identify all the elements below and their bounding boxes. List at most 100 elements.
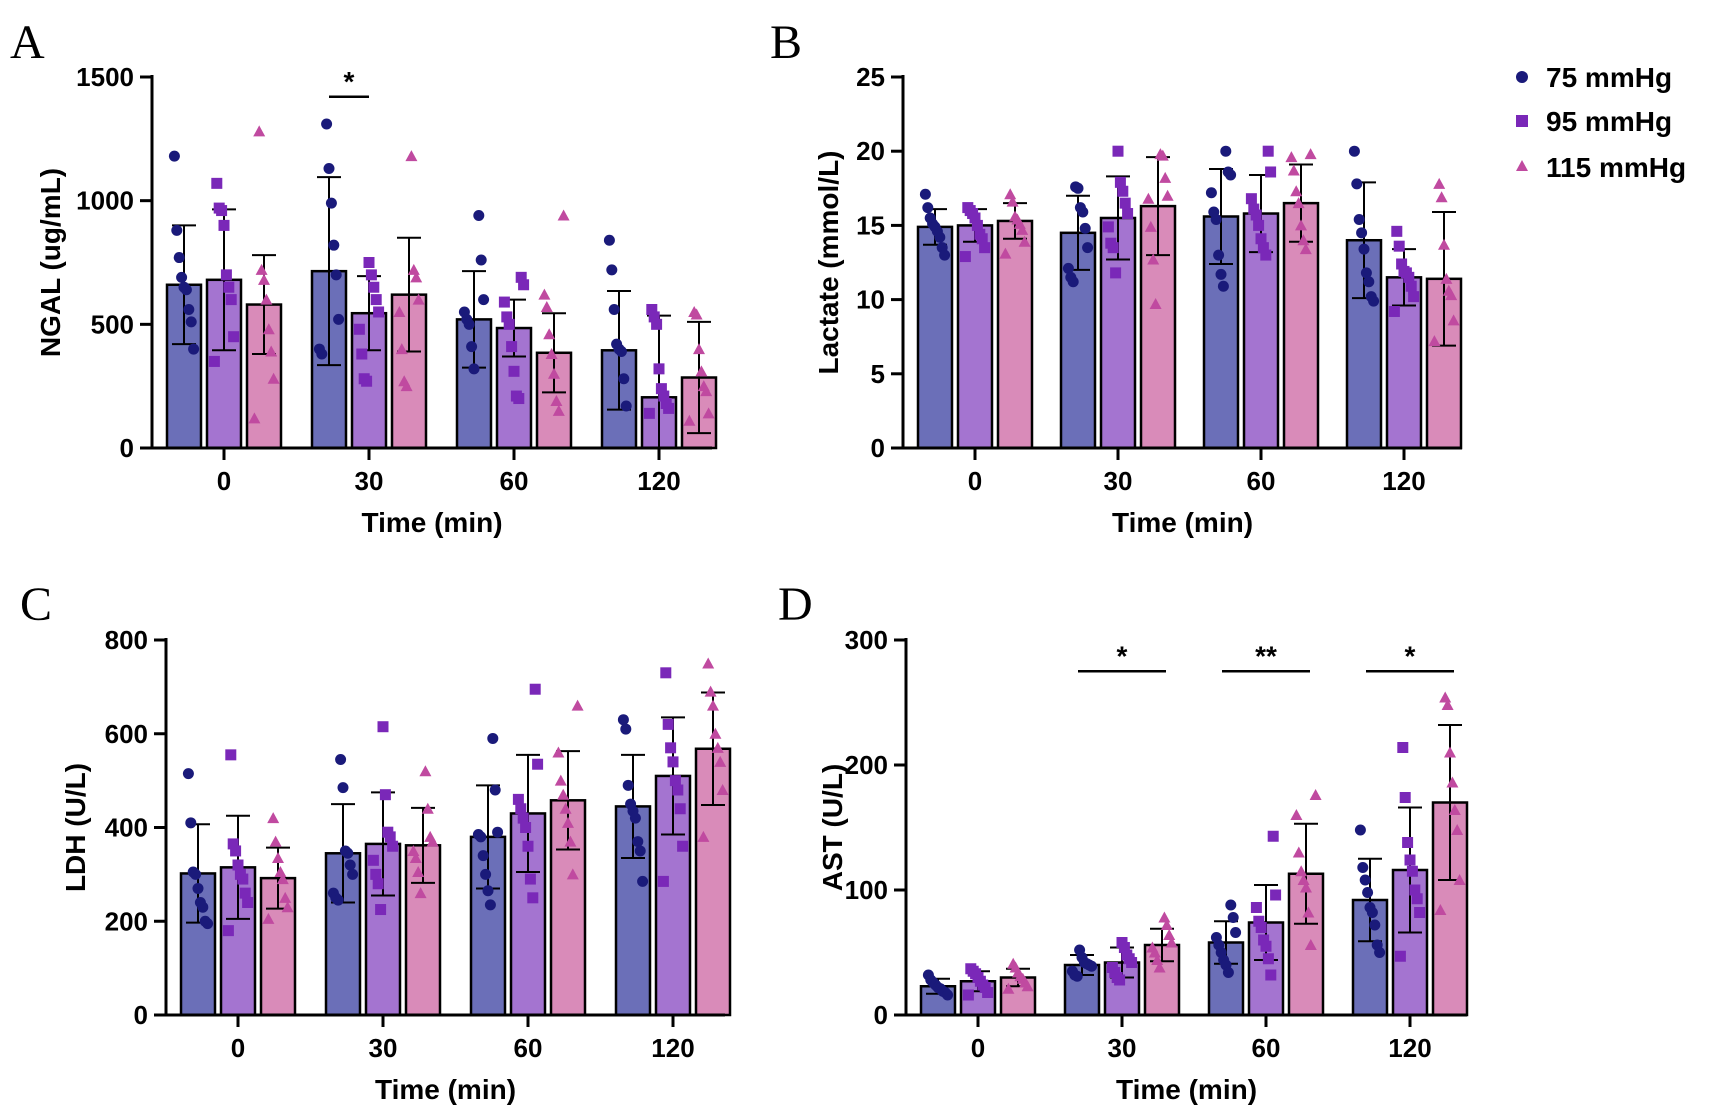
data-point <box>400 380 413 392</box>
data-point <box>515 803 527 815</box>
data-point <box>421 802 434 814</box>
data-point <box>232 859 244 871</box>
data-point <box>1250 209 1262 221</box>
data-point <box>697 830 710 842</box>
data-point <box>1119 197 1131 209</box>
x-tick-label: 60 <box>1252 1033 1281 1063</box>
data-point <box>480 868 492 880</box>
x-tick-label: 0 <box>231 1033 245 1063</box>
data-point <box>220 269 232 281</box>
data-point <box>1362 887 1374 898</box>
data-point <box>622 779 634 791</box>
data-point <box>1358 243 1370 255</box>
data-point <box>372 878 384 890</box>
data-point <box>180 284 192 296</box>
data-point <box>363 257 375 268</box>
data-point <box>1079 222 1091 234</box>
data-point <box>1260 940 1272 952</box>
data-point <box>552 404 565 416</box>
data-point <box>176 271 188 283</box>
y-tick-label: 25 <box>856 62 885 92</box>
data-point <box>173 252 185 264</box>
data-point <box>919 188 931 200</box>
data-point <box>1248 203 1260 215</box>
legend-circle-marker <box>1516 71 1528 83</box>
data-point <box>566 868 579 880</box>
data-point <box>368 281 380 293</box>
data-point <box>1435 191 1448 203</box>
x-tick-label: 30 <box>355 466 384 496</box>
data-point <box>353 323 365 335</box>
data-point <box>1147 253 1160 265</box>
data-point <box>475 831 487 843</box>
data-point <box>709 727 722 739</box>
data-point <box>1114 176 1126 188</box>
data-point <box>328 239 340 251</box>
data-point <box>1267 830 1279 842</box>
data-point <box>228 331 240 343</box>
data-point <box>1285 151 1298 163</box>
data-point <box>550 395 563 407</box>
data-point <box>393 305 406 317</box>
data-point <box>258 273 270 285</box>
data-point <box>700 385 713 397</box>
data-point <box>419 765 432 777</box>
y-tick-label: 100 <box>845 875 888 905</box>
data-point <box>527 892 539 904</box>
data-point <box>412 293 425 305</box>
data-point <box>344 859 356 871</box>
data-point <box>922 202 934 214</box>
significance-label: * <box>1405 640 1416 671</box>
data-point <box>1406 865 1418 877</box>
data-point <box>1393 240 1405 252</box>
data-point <box>1004 188 1017 200</box>
data-point <box>1102 221 1114 233</box>
data-point <box>1453 874 1466 885</box>
data-point <box>648 311 660 323</box>
data-point <box>554 774 567 786</box>
data-point <box>503 318 515 330</box>
data-point <box>223 281 235 293</box>
data-point <box>1086 960 1098 972</box>
data-point <box>1309 789 1322 800</box>
data-point <box>478 294 490 306</box>
y-axis-title: LDH (U/L) <box>60 763 91 892</box>
data-point <box>1360 267 1372 279</box>
data-point <box>1002 982 1015 994</box>
data-point <box>237 873 249 885</box>
data-point <box>333 313 345 325</box>
data-point <box>1304 148 1317 160</box>
data-point <box>1072 182 1084 194</box>
data-point <box>216 205 228 217</box>
data-point <box>1366 907 1378 918</box>
data-point <box>1153 961 1166 973</box>
data-point <box>518 279 530 291</box>
data-point <box>412 866 425 878</box>
legend-triangle-marker <box>1516 160 1528 171</box>
data-point <box>1299 243 1312 255</box>
data-point <box>473 210 485 222</box>
data-point <box>1356 227 1368 239</box>
data-point <box>1016 223 1029 235</box>
data-point <box>982 987 994 998</box>
data-point <box>538 288 551 300</box>
data-point <box>1368 295 1380 307</box>
data-point <box>1446 776 1459 788</box>
data-point <box>1374 947 1386 958</box>
data-point <box>225 749 237 761</box>
data-point <box>190 868 202 880</box>
data-point <box>1114 974 1126 986</box>
data-point <box>548 367 560 379</box>
data-point <box>1295 219 1307 231</box>
data-point <box>239 887 251 899</box>
data-point <box>617 714 629 726</box>
data-point <box>242 897 254 908</box>
data-point <box>545 348 558 360</box>
x-tick-label: 30 <box>369 1033 398 1063</box>
data-point <box>414 887 427 899</box>
data-point <box>939 249 951 261</box>
data-point <box>557 209 570 221</box>
y-tick-label: 0 <box>871 433 885 463</box>
data-point <box>255 263 268 275</box>
data-point <box>618 373 630 385</box>
